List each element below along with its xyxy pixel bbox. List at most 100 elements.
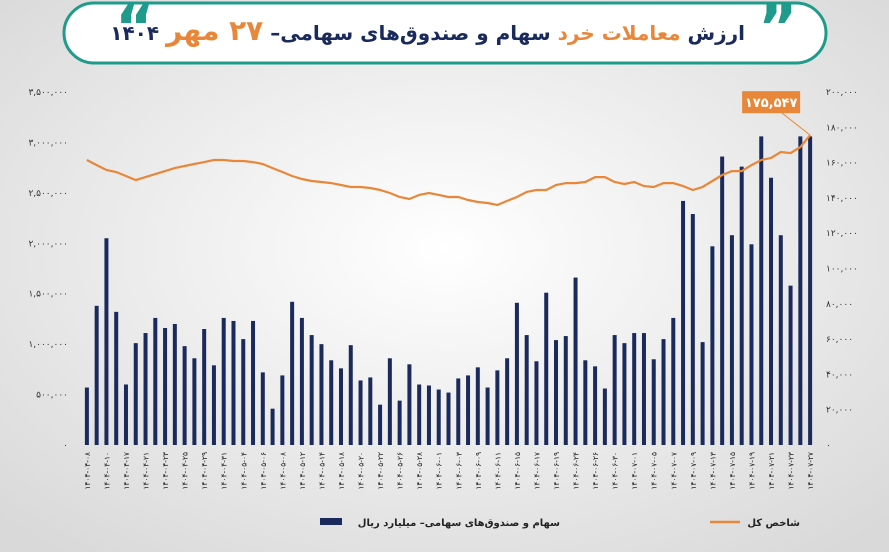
bar [338,368,343,445]
bar [436,389,441,445]
y2-tick-label: ۱۴۰,۰۰۰ [826,194,858,204]
bar [182,346,187,445]
legend-label: سهام و صندوق‌های سهامی– میلیارد ریال [358,518,560,529]
x-tick-label: ۱۴۰۴-۰۷-۲۱ [767,452,776,490]
bar [534,361,539,445]
title-part: ۲۷ مهر [164,14,263,47]
bar [475,367,480,445]
bar [348,345,353,445]
bar [251,320,256,445]
y-tick-label: ۳,۵۰۰,۰۰۰ [28,88,68,98]
y-tick-label: ۰ [63,441,68,451]
y-tick-label: ۲,۰۰۰,۰۰۰ [28,239,68,249]
x-tick-label: ۱۴۰۴-۰۶-۲۶ [591,452,600,490]
x-tick-label: ۱۴۰۴-۰۴-۲۹ [200,452,209,490]
bar [104,238,109,445]
x-tick-label: ۱۴۰۴-۰۴-۱۰ [102,452,111,490]
bar [299,317,304,445]
x-tick-label: ۱۴۰۴-۰۵-۲۲ [376,452,385,490]
x-tick-label: ۱۴۰۴-۰۶-۱۵ [513,452,522,490]
y2-tick-label: ۶۰,۰۰۰ [826,335,853,345]
y-tick-label: ۳,۰۰۰,۰۰۰ [28,138,68,148]
x-tick-label: ۱۴۰۴-۰۴-۱۷ [122,452,131,490]
bar [671,317,676,445]
bar [133,343,138,445]
bar [123,384,128,445]
x-tick-label: ۱۴۰۴-۰۶-۰۳ [454,452,463,490]
x-tick-label: ۱۴۰۴-۰۴-۰۸ [83,452,92,490]
bar [573,277,578,445]
y2-tick-label: ۸۰,۰۰۰ [826,300,853,310]
data-label: ۱۷۵,۵۴۷ [745,96,798,111]
bar [690,214,695,445]
x-tick-label: ۱۴۰۴-۰۵-۱۸ [337,452,346,490]
y2-tick-label: ۲۰,۰۰۰ [826,406,853,416]
y2-tick-label: ۲۰۰,۰۰۰ [826,88,858,98]
line [86,134,811,207]
bar [153,317,158,445]
x-tick-label: ۱۴۰۴-۰۷-۰۵ [650,452,659,490]
bar [661,339,666,445]
x-tick-label: ۱۴۰۴-۰۶-۰۱ [435,452,444,490]
bar [231,320,236,445]
x-tick-label: ۱۴۰۴-۰۵-۱۴ [317,452,326,490]
bar [407,364,412,445]
plot: ۰ ۵۰۰,۰۰۰ ۱,۰۰۰,۰۰۰ ۱,۵۰۰,۰۰۰ ۲,۰۰۰,۰۰۰ ۲,۵۰۰… [28,88,857,529]
annotation-leader [781,112,811,136]
bar [514,302,519,445]
bar [387,358,392,445]
y2-tick-label: ۱۲۰,۰۰۰ [826,229,858,239]
bar [681,200,686,445]
legend-label: شاخص کل [747,518,800,529]
bar [368,377,373,445]
bar [749,244,754,445]
x-tick-label: ۱۴۰۴-۰۶-۳۰ [611,452,620,490]
bar [94,305,99,445]
bar [778,235,783,445]
x-tick-label: ۱۴۰۴-۰۶-۰۹ [474,452,483,490]
title-banner [62,1,828,65]
bar [211,365,216,445]
bar [808,136,813,445]
bar [378,404,383,445]
bar [788,285,793,445]
bar [700,342,705,445]
bar [290,301,295,445]
x-tick-label: ۱۴۰۴-۰۵-۲۰ [357,452,366,490]
bar [554,340,559,445]
x-tick-label: ۱۴۰۴-۰۴-۳۱ [220,452,229,490]
x-tick-label: ۱۴۰۴-۰۶-۱۱ [493,452,502,490]
quote-mark: ” [758,0,797,63]
x-tick-label: ۱۴۰۴-۰۷-۰۱ [630,452,639,490]
y-tick-label: ۲,۵۰۰,۰۰۰ [28,189,68,199]
bar [769,177,774,445]
bar [495,370,500,445]
bar [612,335,617,445]
bar [84,387,89,445]
bar [446,392,451,445]
x-tick-label: ۱۴۰۴-۰۶-۲۴ [572,452,581,490]
y-tick-label: ۵۰۰,۰۰۰ [36,391,68,401]
bar [397,400,402,445]
x-tick-label: ۱۴۰۴-۰۷-۲۷ [806,452,815,490]
bar [456,378,461,445]
y-tick-label: ۱,۵۰۰,۰۰۰ [28,290,68,300]
x-tick-label: ۱۴۰۴-۰۴-۲۵ [181,452,190,490]
bar [241,339,246,445]
x-tick-label: ۱۴۰۴-۰۵-۲۶ [396,452,405,490]
bar [651,359,656,445]
y2-tick-label: ۴۰,۰۰۰ [826,370,853,380]
bar [417,384,422,445]
bar [143,333,148,445]
x-tick-label: ۱۴۰۴-۰۶-۱۹ [552,452,561,490]
x-tick-label: ۱۴۰۴-۰۷-۱۳ [708,452,717,490]
bar [426,385,431,445]
x-tick-label: ۱۴۰۴-۰۵-۰۶ [259,452,268,490]
x-tick-label: ۱۴۰۴-۰۷-۲۳ [787,452,796,490]
bar [172,323,177,445]
x-tick-label: ۱۴۰۴-۰۴-۲۱ [142,452,151,490]
x-tick-label: ۱۴۰۴-۰۶-۱۷ [532,452,541,490]
bar [163,328,168,445]
bar [641,333,646,445]
